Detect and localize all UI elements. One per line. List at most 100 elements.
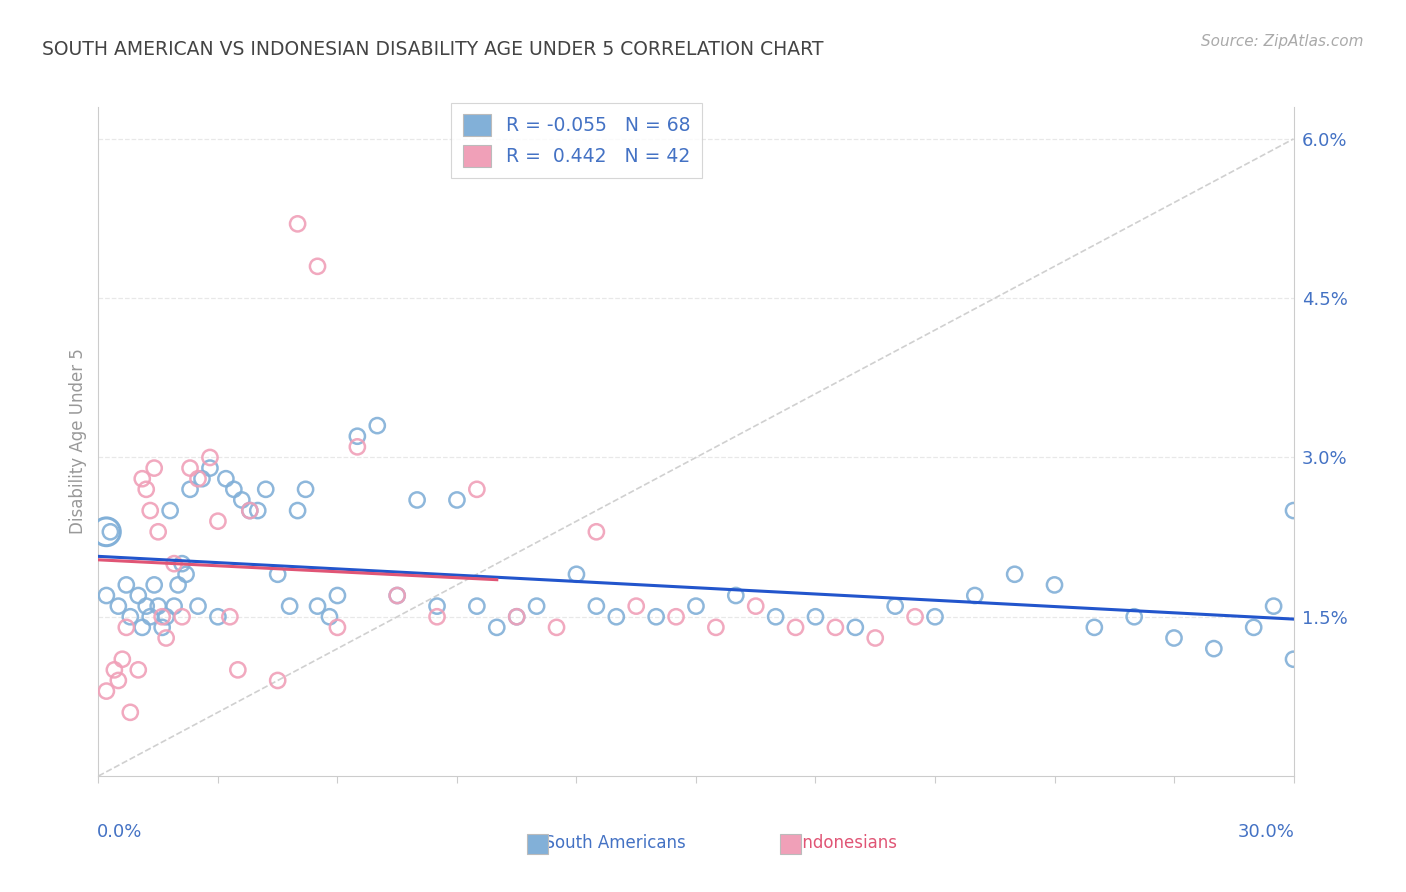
Point (626, 599, 648, 614)
Point (254, 483, 277, 497)
Point (924, 609, 946, 624)
Point (446, 492, 468, 507)
Point (155, 609, 177, 624)
Text: Source: ZipAtlas.com: Source: ZipAtlas.com (1201, 34, 1364, 49)
Point (239, 503, 262, 517)
Text: 30.0%: 30.0% (1237, 822, 1295, 841)
Point (143, 578, 166, 592)
Point (485, 620, 508, 634)
Point (326, 620, 349, 634)
Point (207, 514, 229, 528)
Point (163, 557, 186, 571)
Point (163, 599, 186, 614)
Point (406, 492, 429, 507)
Point (143, 461, 166, 475)
Point (172, 557, 194, 571)
Point (326, 589, 349, 603)
Point (385, 589, 409, 603)
Point (239, 503, 262, 517)
Point (665, 609, 688, 624)
Point (246, 503, 269, 517)
Point (526, 599, 548, 614)
Point (294, 483, 316, 497)
Point (278, 599, 301, 614)
Point (1043, 578, 1066, 592)
Point (198, 461, 221, 475)
Point (207, 609, 229, 624)
Point (585, 599, 607, 614)
Point (107, 599, 129, 614)
Point (506, 609, 529, 624)
Point (127, 589, 149, 603)
Point (307, 260, 329, 274)
Point (366, 418, 388, 433)
Text: 0.0%: 0.0% (97, 822, 142, 841)
Point (187, 472, 209, 486)
Point (159, 503, 181, 517)
Point (865, 631, 887, 645)
Point (135, 483, 157, 497)
Point (148, 599, 170, 614)
Point (685, 599, 707, 614)
Point (131, 472, 153, 486)
Point (139, 609, 162, 624)
Point (155, 631, 177, 645)
Point (824, 620, 846, 634)
Point (426, 599, 449, 614)
Point (219, 609, 242, 624)
Point (172, 609, 194, 624)
Point (1202, 641, 1225, 656)
Point (231, 492, 253, 507)
Point (346, 440, 368, 454)
Point (465, 599, 488, 614)
Point (174, 567, 197, 582)
Point (191, 472, 214, 486)
Point (724, 589, 747, 603)
Point (120, 609, 142, 624)
Point (1263, 599, 1285, 614)
Point (546, 620, 568, 634)
Point (287, 217, 309, 231)
Point (222, 483, 245, 497)
Point (605, 609, 627, 624)
Point (96, 684, 118, 698)
Point (111, 652, 134, 666)
Point (179, 461, 201, 475)
Point (103, 663, 125, 677)
Point (179, 483, 201, 497)
Text: SOUTH AMERICAN VS INDONESIAN DISABILITY AGE UNDER 5 CORRELATION CHART: SOUTH AMERICAN VS INDONESIAN DISABILITY … (42, 40, 824, 59)
Point (385, 589, 409, 603)
Point (215, 472, 238, 486)
Point (426, 609, 449, 624)
Point (884, 599, 907, 614)
Point (267, 567, 290, 582)
Point (96, 524, 118, 539)
Point (1123, 609, 1146, 624)
Point (1243, 620, 1265, 634)
Point (346, 429, 368, 443)
Point (506, 609, 529, 624)
Point (307, 599, 329, 614)
Point (148, 524, 170, 539)
Point (963, 589, 986, 603)
Point (704, 620, 727, 634)
Point (96, 589, 118, 603)
Point (127, 663, 149, 677)
Point (465, 483, 488, 497)
Point (645, 609, 668, 624)
Legend: R = -0.055   N = 68, R =  0.442   N = 42: R = -0.055 N = 68, R = 0.442 N = 42 (451, 103, 702, 178)
Point (804, 609, 827, 624)
Point (785, 620, 807, 634)
Point (1004, 567, 1026, 582)
Point (585, 524, 607, 539)
Y-axis label: Disability Age Under 5: Disability Age Under 5 (69, 349, 87, 534)
Point (167, 578, 190, 592)
Point (1282, 652, 1305, 666)
Point (150, 620, 173, 634)
Point (1083, 620, 1105, 634)
Point (150, 609, 173, 624)
Point (267, 673, 290, 688)
Point (226, 663, 249, 677)
Point (135, 599, 157, 614)
Point (745, 599, 768, 614)
